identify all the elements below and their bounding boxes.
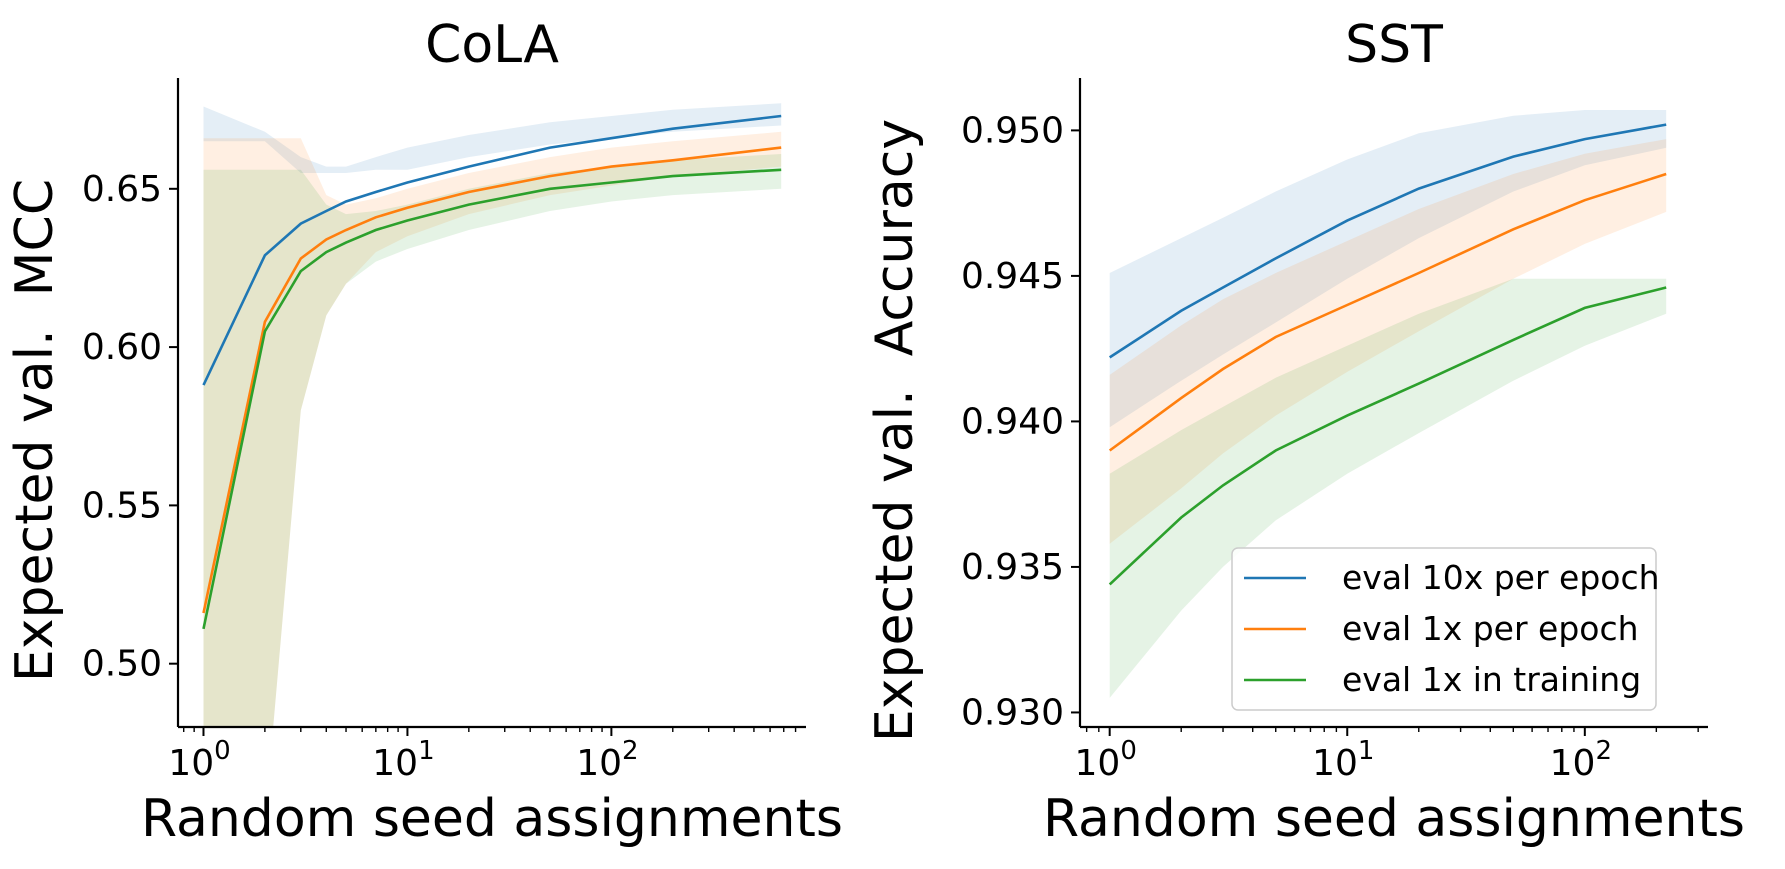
y-tick-label: 0.50 <box>82 644 162 685</box>
series-line-1 <box>1108 123 1667 359</box>
y-axis-label: Expected val. MCC <box>5 179 65 682</box>
cola-chart-panel: 0.50 0.55 0.60 0.65 100 101 102 CoLA Random seed… <box>5 15 843 849</box>
legend-label: eval 10x per epoch <box>1342 558 1660 597</box>
y-tick-label: 0.55 <box>82 485 162 526</box>
plot-area <box>202 103 782 727</box>
x-tick-label: 100 <box>1075 736 1137 784</box>
legend: eval 10x per epoch eval 1x per epoch eval … <box>1231 547 1660 711</box>
series-line-1 <box>202 114 782 386</box>
legend-label: eval 1x per epoch <box>1342 609 1639 648</box>
x-tick-label: 100 <box>168 736 230 784</box>
x-tick-label: 101 <box>372 736 434 784</box>
confidence-band-2 <box>1109 139 1667 544</box>
confidence-band-3 <box>203 154 782 727</box>
confidence-band-1 <box>203 103 782 173</box>
x-tick-label: 101 <box>1312 736 1374 784</box>
confidence-band-1 <box>1109 110 1667 428</box>
plot-area <box>1108 110 1667 698</box>
sst-chart-panel: 0.930 0.935 0.940 0.945 0.950 100 101 102 SST Ran… <box>865 15 1745 849</box>
y-tick-label: 0.930 <box>961 692 1064 733</box>
series-line-2 <box>202 146 782 614</box>
chart-title: SST <box>1345 15 1443 75</box>
x-tick-label: 102 <box>1550 736 1612 784</box>
chart-title: CoLA <box>425 15 559 75</box>
legend-box <box>1231 547 1657 711</box>
y-tick-label: 0.60 <box>82 327 162 368</box>
y-tick-label: 0.950 <box>961 110 1064 151</box>
x-axis-label: Random seed assignments <box>1043 789 1745 849</box>
series-line-2 <box>1108 172 1667 452</box>
x-tick-label: 102 <box>576 736 638 784</box>
x-axis-label: Random seed assignments <box>141 789 843 849</box>
legend-label: eval 1x in training <box>1342 660 1641 699</box>
y-tick-label: 0.945 <box>961 256 1064 297</box>
confidence-band-2 <box>203 131 782 727</box>
y-tick-label: 0.940 <box>961 401 1064 442</box>
y-tick-label: 0.935 <box>961 547 1064 588</box>
y-tick-label: 0.65 <box>82 169 162 210</box>
series-line-3 <box>1108 286 1667 586</box>
y-axis-label: Expected val. Accuracy <box>865 119 925 742</box>
series-line-3 <box>202 168 782 630</box>
